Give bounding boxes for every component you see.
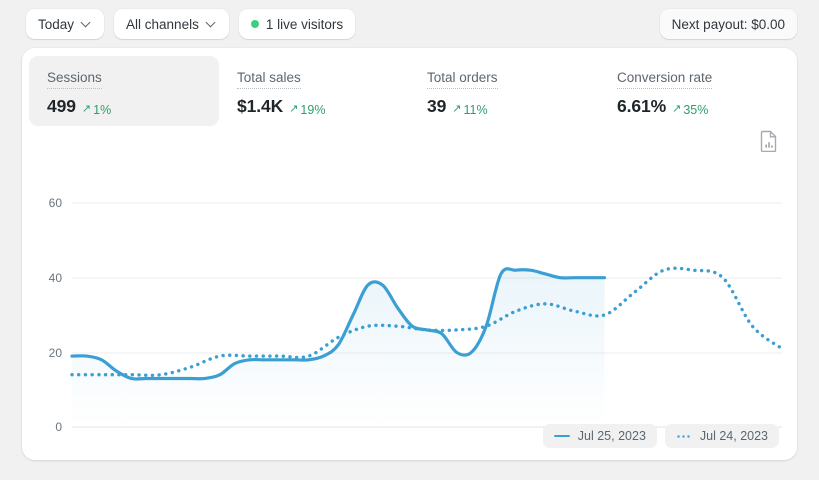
metric-delta: ↗ 19% xyxy=(289,103,325,117)
live-status-dot-icon xyxy=(250,20,259,28)
metric-tile-conversion-rate[interactable]: Conversion rate 6.61% ↗ 35% xyxy=(599,56,789,126)
legend-item-yesterday[interactable]: Jul 24, 2023 xyxy=(664,424,779,448)
metric-delta-value: 1% xyxy=(93,102,112,117)
next-payout-button[interactable]: Next payout: $0.00 xyxy=(659,9,797,39)
metric-value-row: 6.61% ↗ 35% xyxy=(617,96,789,117)
analytics-card: Sessions 499 ↗ 1% Total sales $1.4K ↗ 19… xyxy=(22,48,797,460)
metric-label: Sessions xyxy=(47,70,102,89)
legend-item-today[interactable]: Jul 25, 2023 xyxy=(542,424,657,448)
metric-tile-total-sales[interactable]: Total sales $1.4K ↗ 19% xyxy=(219,56,409,126)
chart-y-axis: 60 40 20 0 xyxy=(49,196,63,434)
legend-label: Jul 24, 2023 xyxy=(699,429,768,443)
metric-value: 39 xyxy=(427,96,447,116)
chart-svg: 60 40 20 0 12:00 AM 3:00 AM 6:00 AM 9:00… xyxy=(49,196,784,434)
metric-label: Total sales xyxy=(237,70,301,89)
metric-value-row: $1.4K ↗ 19% xyxy=(237,96,409,117)
metric-delta: ↗ 11% xyxy=(452,103,487,117)
chevron-down-icon xyxy=(81,18,92,29)
metric-value: $1.4K xyxy=(237,96,284,116)
metric-label: Total orders xyxy=(427,70,498,89)
next-payout-label: Next payout: $0.00 xyxy=(671,16,785,32)
metric-value: 499 xyxy=(47,96,76,116)
y-tick-label: 60 xyxy=(49,196,63,210)
channel-filter-button[interactable]: All channels xyxy=(114,9,229,39)
live-visitors-button[interactable]: 1 live visitors xyxy=(238,9,356,39)
dotted-line-swatch-icon xyxy=(675,434,692,438)
channel-filter-label: All channels xyxy=(126,16,199,32)
metric-tile-sessions[interactable]: Sessions 499 ↗ 1% xyxy=(29,56,219,126)
metric-delta-value: 11% xyxy=(463,102,488,117)
metric-value: 6.61% xyxy=(617,96,667,116)
metric-tile-total-orders[interactable]: Total orders 39 ↗ 11% xyxy=(409,56,599,126)
y-tick-label: 20 xyxy=(49,346,63,360)
report-document-icon[interactable] xyxy=(759,130,779,153)
date-filter-button[interactable]: Today xyxy=(26,9,105,39)
chart-line-yesterday xyxy=(70,266,784,377)
legend-label: Jul 25, 2023 xyxy=(577,429,646,443)
trend-up-arrow-icon: ↗ xyxy=(81,103,92,115)
metrics-row: Sessions 499 ↗ 1% Total sales $1.4K ↗ 19… xyxy=(29,56,789,126)
solid-line-swatch-icon xyxy=(553,434,570,438)
chart-legend: Jul 25, 2023 Jul 24, 2023 xyxy=(542,424,779,448)
metric-delta-value: 35% xyxy=(683,102,709,117)
metric-delta-value: 19% xyxy=(300,102,326,117)
trend-up-arrow-icon: ↗ xyxy=(452,103,462,115)
y-tick-label: 40 xyxy=(49,271,63,285)
trend-up-arrow-icon: ↗ xyxy=(672,103,682,115)
chevron-down-icon xyxy=(206,18,217,29)
top-toolbar: Today All channels 1 live visitors Next … xyxy=(0,0,819,48)
chart-area-fill-today xyxy=(72,268,605,427)
trend-up-arrow-icon: ↗ xyxy=(289,103,299,115)
live-visitors-label: 1 live visitors xyxy=(265,16,344,32)
chart-line-today xyxy=(70,267,607,381)
metric-value-row: 499 ↗ 1% xyxy=(47,96,219,117)
metric-delta: ↗ 35% xyxy=(672,103,708,117)
metric-value-row: 39 ↗ 11% xyxy=(427,96,599,117)
sessions-line-chart: 60 40 20 0 12:00 AM 3:00 AM 6:00 AM 9:00… xyxy=(22,144,797,444)
metric-label: Conversion rate xyxy=(617,70,713,89)
y-tick-label: 0 xyxy=(55,420,62,434)
metric-delta: ↗ 1% xyxy=(82,103,111,117)
date-filter-label: Today xyxy=(38,16,75,32)
